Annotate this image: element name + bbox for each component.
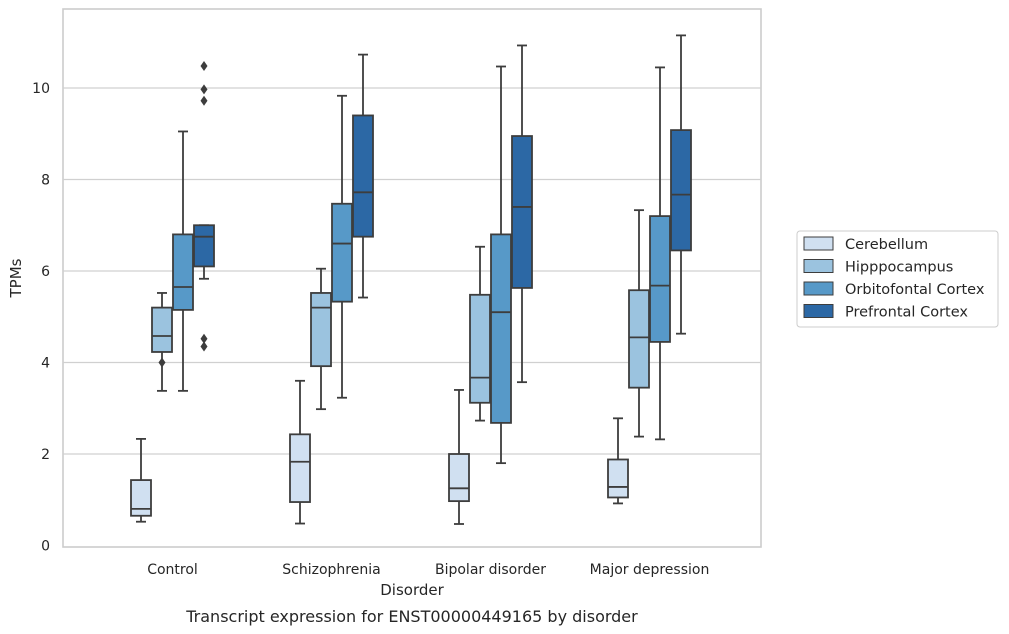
iqr-box: [469, 293, 491, 404]
box-cerebellum: [289, 379, 311, 525]
iqr-box: [172, 233, 194, 311]
legend-label: Cerebellum: [845, 237, 928, 253]
box-prefrontal-cortex: [352, 53, 374, 299]
x-axis-label: Disorder: [380, 581, 444, 599]
box-cerebellum: [448, 389, 470, 525]
box-hipppocampus: [469, 245, 491, 422]
y-tick-label: 0: [41, 539, 50, 555]
y-tick-label: 2: [41, 447, 50, 463]
box-hipppocampus: [310, 267, 332, 411]
iqr-box: [310, 292, 332, 368]
iqr-box: [193, 224, 215, 268]
y-tick-label: 8: [41, 173, 50, 189]
x-tick-label: Schizophrenia: [282, 562, 380, 578]
iqr-box: [289, 433, 311, 503]
box-hipppocampus: [151, 292, 173, 392]
y-tick-label: 6: [41, 264, 50, 280]
box-orbitofontal-cortex: [490, 65, 512, 465]
legend-label: Orbitofontal Cortex: [845, 282, 985, 298]
outlier-point: [200, 84, 208, 95]
x-axis-ticks: Control Schizophrenia Bipolar disorder Majo…: [147, 562, 709, 578]
legend-label: Hipppocampus: [845, 260, 953, 276]
iqr-box: [130, 479, 152, 517]
iqr-box: [511, 135, 533, 289]
y-tick-label: 4: [41, 356, 50, 372]
legend-swatch: [803, 281, 834, 296]
box-hipppocampus: [628, 209, 650, 438]
outlier-point: [200, 95, 208, 106]
outlier-point: [158, 357, 166, 368]
iqr-box: [607, 458, 629, 499]
iqr-box: [490, 233, 512, 424]
iqr-box: [448, 453, 470, 503]
iqr-box: [352, 114, 374, 238]
y-axis-ticks: 0 2 4 6 8 10: [32, 81, 50, 555]
chart-caption: Transcript expression for ENST0000044916…: [185, 607, 638, 626]
iqr-box: [331, 202, 353, 303]
outlier-point: [200, 61, 208, 72]
box-cerebellum: [607, 417, 629, 505]
box-prefrontal-cortex: [511, 44, 533, 384]
boxes-layer: [130, 34, 692, 525]
outlier-point: [200, 333, 208, 344]
iqr-box: [151, 306, 173, 353]
y-tick-label: 10: [32, 81, 50, 97]
box-cerebellum: [130, 438, 152, 523]
legend-swatch: [803, 236, 834, 251]
box-orbitofontal-cortex: [649, 66, 671, 441]
box-prefrontal-cortex: [193, 61, 215, 352]
legend: Cerebellum Hipppocampus Orbitofontal Corte…: [796, 230, 999, 328]
x-tick-label: Control: [147, 562, 198, 578]
y-axis-label: TPMs: [7, 258, 25, 298]
iqr-box: [649, 215, 671, 343]
iqr-box: [670, 129, 692, 252]
x-tick-label: Major depression: [590, 562, 710, 578]
box-orbitofontal-cortex: [172, 130, 194, 392]
x-tick-label: Bipolar disorder: [435, 562, 546, 578]
legend-frame: [796, 230, 999, 328]
legend-swatch: [803, 304, 834, 318]
legend-label: Prefrontal Cortex: [845, 305, 968, 321]
legend-swatch: [803, 259, 834, 273]
box-prefrontal-cortex: [670, 34, 692, 335]
iqr-box: [628, 289, 650, 389]
outlier-point: [200, 341, 208, 352]
box-orbitofontal-cortex: [331, 94, 353, 399]
